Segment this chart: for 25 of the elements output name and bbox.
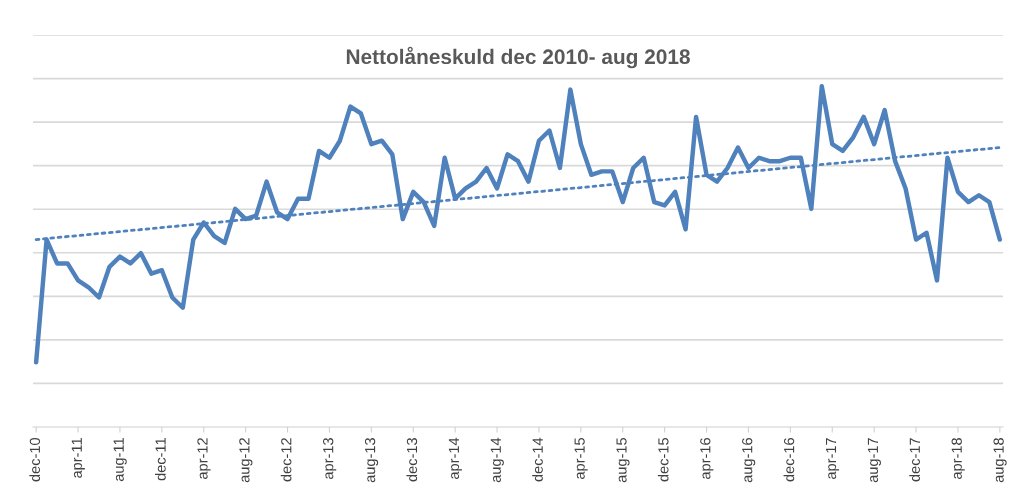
- x-tick-label: dec-16: [783, 438, 795, 482]
- x-tick-label: apr-16: [700, 438, 714, 479]
- x-tick-label: apr-15: [574, 438, 588, 479]
- x-tick-label: aug-11: [113, 438, 127, 482]
- x-tick-label: aug-18: [993, 438, 1007, 483]
- x-tick-label: apr-13: [323, 438, 337, 479]
- x-tick-label: dec-14: [532, 437, 543, 482]
- x-tick-label: apr-18: [951, 438, 965, 479]
- x-tick-label: apr-17: [825, 438, 840, 479]
- x-tick-label: apr-14: [448, 437, 462, 479]
- x-tick-label: dec-12: [280, 438, 292, 482]
- x-tick-label: apr-12: [197, 438, 211, 479]
- x-tick-label: aug-16: [742, 438, 756, 483]
- x-tick-label: dec-10: [29, 437, 41, 482]
- x-tick-label: apr-11: [71, 438, 85, 478]
- x-tick-label: dec-17: [909, 438, 920, 482]
- x-tick-label: aug-17: [867, 438, 881, 483]
- x-tick-label: aug-14: [490, 437, 504, 483]
- x-tick-label: dec-15: [657, 438, 669, 482]
- chart-title: Nettolåneskuld dec 2010- aug 2018: [346, 46, 690, 69]
- x-tick-label: dec-11: [155, 438, 166, 481]
- x-tick-label: aug-15: [616, 438, 630, 483]
- x-tick-label: aug-13: [364, 438, 379, 483]
- x-tick-label: dec-13: [406, 438, 418, 482]
- x-tick-label: aug-12: [239, 438, 253, 483]
